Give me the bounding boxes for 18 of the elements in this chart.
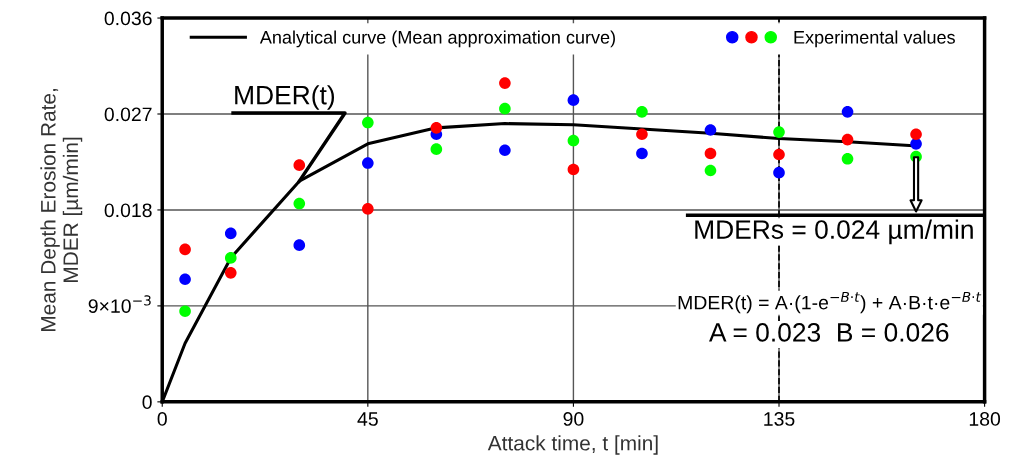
y-tick-label: 0.018: [104, 203, 152, 218]
legend-label: Analytical curve (Mean approximation curve): [259, 30, 615, 48]
y-tick-label: 0.036: [104, 11, 152, 26]
x-axis-title: Attack time, t [min]: [487, 435, 658, 455]
annotation: MDERs = 0.024 µm/min: [695, 219, 973, 245]
legend-label: Experimental values: [794, 30, 955, 48]
annotation: MDER(t): [235, 85, 335, 110]
x-tick-label: 180: [969, 412, 1001, 426]
y-tick-label: 9×10$^{−3}$: [88, 295, 151, 313]
y-axis-title: Mean Depth Erosion Rate, MDER [µm/min]: [40, 89, 83, 331]
x-tick-label: 0: [157, 412, 167, 426]
annotation: A = 0.023 B = 0.026: [709, 323, 949, 342]
x-tick-label: 90: [563, 412, 584, 426]
x-tick-label: 135: [764, 412, 795, 426]
annotation: MDER(t) = A·(1-e$^{−B·t}$) + A·B·t·e$^{−B·t}$: [678, 291, 982, 314]
y-tick-label: 0: [142, 395, 152, 410]
y-tick-label: 0.027: [104, 107, 152, 122]
x-tick-label: 45: [357, 412, 378, 426]
